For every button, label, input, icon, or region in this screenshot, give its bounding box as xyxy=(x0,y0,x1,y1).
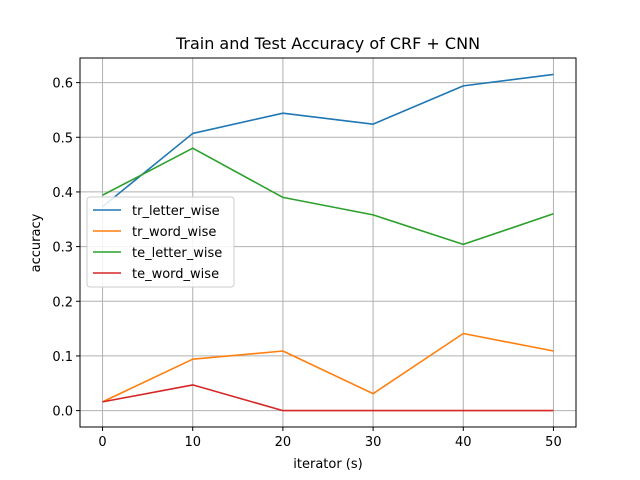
y-tick-label: 0.0 xyxy=(52,405,73,420)
series-line-tr-letter-wise xyxy=(102,73,554,208)
y-tick-label: 0.4 xyxy=(52,186,73,201)
plot-area xyxy=(79,57,577,428)
x-axis: 0 10 20 30 40 50 xyxy=(98,427,562,450)
legend: tr_letter_wise tr_word_wise te_letter_wise… xyxy=(86,196,235,288)
x-tick-label: 20 xyxy=(275,435,292,450)
y-tick-label: 0.5 xyxy=(52,131,73,146)
x-axis-label: iterator (s) xyxy=(293,457,362,472)
chart-title: Train and Test Accuracy of CRF + CNN xyxy=(175,34,480,53)
x-tick-label: 0 xyxy=(98,435,106,450)
x-tick-label: 30 xyxy=(365,435,382,450)
y-axis-label: accuracy xyxy=(29,213,44,272)
y-tick-label: 0.1 xyxy=(52,350,73,365)
y-tick-label: 0.3 xyxy=(52,241,73,256)
series-line-te-letter-wise xyxy=(102,147,554,246)
series-line-tr-word-wise xyxy=(102,332,554,403)
x-tick-label: 50 xyxy=(545,435,562,450)
legend-entry: tr_word_wise xyxy=(132,225,216,240)
series-line-te-word-wise xyxy=(102,384,554,412)
series-lines xyxy=(102,73,554,412)
y-axis: 0.0 0.1 0.2 0.3 0.4 0.5 0.6 xyxy=(52,77,80,420)
legend-box xyxy=(86,196,235,288)
legend-entry: te_letter_wise xyxy=(132,246,222,261)
x-tick-label: 40 xyxy=(455,435,472,450)
legend-entry: tr_letter_wise xyxy=(132,204,220,219)
y-tick-label: 0.2 xyxy=(52,295,73,310)
legend-entry: te_word_wise xyxy=(132,267,219,282)
x-tick-label: 10 xyxy=(184,435,201,450)
y-tick-label: 0.6 xyxy=(52,77,73,92)
